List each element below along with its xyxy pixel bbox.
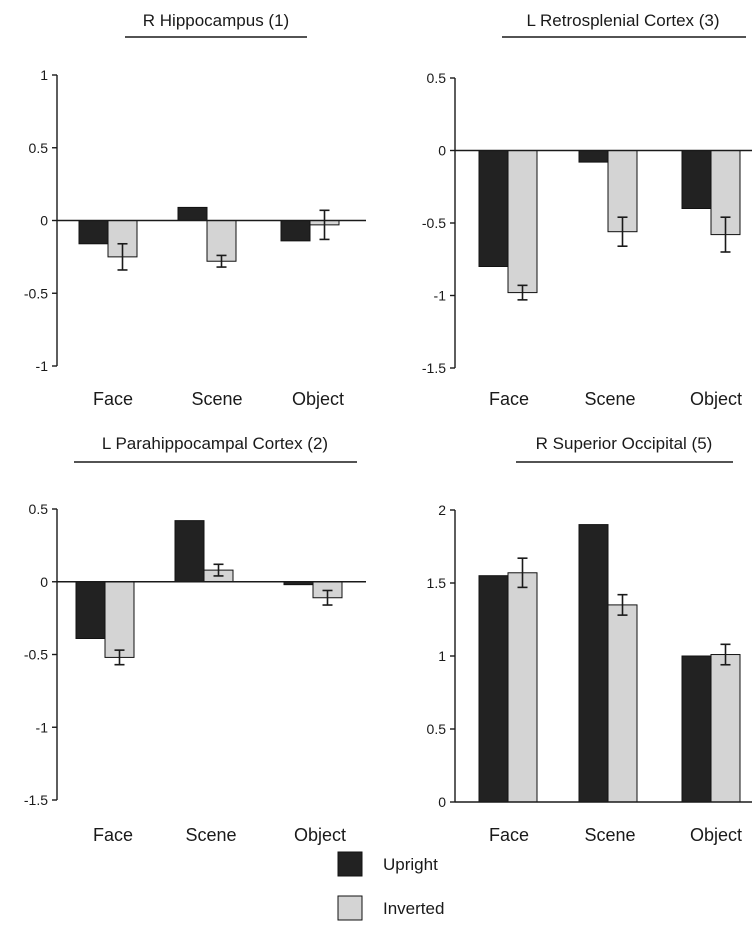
y-tick-label: 1.5 — [427, 575, 447, 591]
chart-title: L Parahippocampal Cortex (2) — [102, 434, 328, 453]
y-tick-label: -1.5 — [422, 360, 446, 376]
category-label: Object — [690, 825, 742, 845]
y-tick-label: -0.5 — [24, 285, 48, 301]
bar-inverted-object — [710, 654, 741, 803]
y-tick-label: 0 — [438, 143, 446, 159]
category-label: Object — [294, 825, 346, 845]
y-tick-label: -0.5 — [422, 215, 446, 231]
chart-panel: L Parahippocampal Cortex (2) 0.5 0 -0.5 -1 -1… — [24, 434, 366, 845]
y-tick-label: 0.5 — [427, 721, 447, 737]
chart-title: L Retrosplenial Cortex (3) — [526, 11, 719, 30]
category-label: Face — [489, 389, 529, 409]
category-label: Scene — [191, 389, 242, 409]
bar-upright-face — [478, 150, 509, 267]
category-label: Face — [93, 389, 133, 409]
bar-inverted-face — [104, 581, 135, 658]
bar-upright-object — [681, 655, 712, 803]
y-tick-label: -1.5 — [24, 792, 48, 808]
legend-label-upright: Upright — [383, 855, 438, 874]
chart-panel: R Hippocampus (1) 1 0.5 0 -0.5 -1 Face Scene Obj… — [24, 11, 366, 409]
y-tick-label: -1 — [434, 288, 447, 304]
category-label: Face — [489, 825, 529, 845]
y-tick-label: 0 — [438, 794, 446, 810]
bar-upright-face — [478, 575, 509, 803]
category-label: Object — [690, 389, 742, 409]
bar-upright-face — [78, 220, 109, 245]
bar-upright-face — [75, 581, 106, 639]
bar-inverted-scene — [607, 604, 638, 803]
y-tick-label: -1 — [36, 358, 49, 374]
chart-panel: R Superior Occipital (5) 2 1.5 1 0.5 0 Face Sce… — [427, 434, 752, 845]
category-label: Face — [93, 825, 133, 845]
y-tick-label: 2 — [438, 502, 446, 518]
y-tick-label: -0.5 — [24, 647, 48, 663]
legend: Upright Inverted — [337, 851, 444, 921]
y-tick-label: 0.5 — [427, 70, 447, 86]
y-tick-label: 0 — [40, 574, 48, 590]
y-tick-label: 0 — [40, 213, 48, 229]
category-label: Scene — [185, 825, 236, 845]
chart-title: R Superior Occipital (5) — [536, 434, 713, 453]
y-tick-label: 0.5 — [29, 501, 49, 517]
category-label: Scene — [584, 389, 635, 409]
chart-panel: L Retrosplenial Cortex (3) 0.5 0 -0.5 -1 -1.5… — [422, 11, 752, 409]
bar-upright-scene — [578, 524, 609, 803]
bar-upright-object — [681, 150, 712, 209]
y-tick-label: 1 — [40, 67, 48, 83]
bar-upright-object — [280, 220, 311, 242]
y-tick-label: 1 — [438, 648, 446, 664]
bar-upright-scene — [578, 150, 609, 163]
category-label: Object — [292, 389, 344, 409]
legend-swatch-upright — [337, 851, 363, 877]
bar-upright-scene — [174, 520, 205, 583]
chart-title: R Hippocampus (1) — [143, 11, 289, 30]
y-tick-label: 0.5 — [29, 140, 49, 156]
legend-swatch-inverted — [337, 895, 363, 921]
chart-panels: R Hippocampus (1) 1 0.5 0 -0.5 -1 Face Scene Obj… — [24, 11, 752, 845]
bar-inverted-face — [507, 572, 538, 803]
legend-label-inverted: Inverted — [383, 899, 444, 918]
y-tick-label: -1 — [36, 719, 49, 735]
category-label: Scene — [584, 825, 635, 845]
bar-inverted-face — [507, 150, 538, 294]
bar-upright-scene — [177, 206, 208, 221]
